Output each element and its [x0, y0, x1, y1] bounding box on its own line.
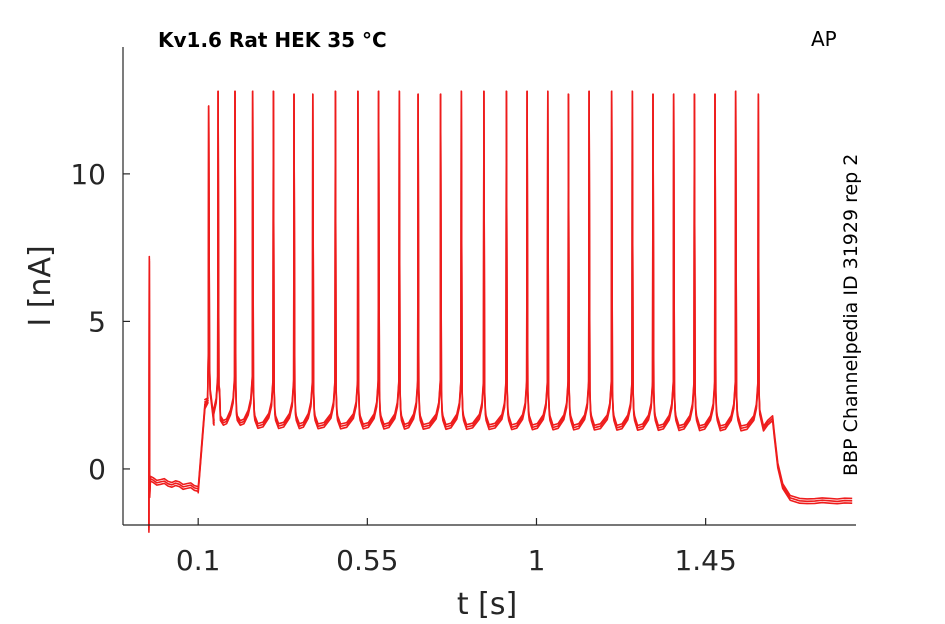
- y-tick-label: 5: [88, 305, 106, 338]
- x-tick-label: 0.1: [176, 544, 221, 577]
- x-tick-label: 1.45: [674, 544, 736, 577]
- y-axis-label: I [nA]: [23, 245, 58, 326]
- y-tick-label: 10: [70, 158, 106, 191]
- current-trace-3: [148, 90, 853, 533]
- x-tick-label: 0.55: [336, 544, 398, 577]
- source-label: BBP Channelpedia ID 31929 rep 2: [840, 154, 862, 476]
- protocol-tag: AP: [811, 27, 837, 51]
- current-trace-2: [148, 90, 853, 531]
- y-tick-label: 0: [88, 453, 106, 486]
- x-axis-label: t [s]: [457, 587, 517, 622]
- current-trace-1: [148, 90, 853, 529]
- x-ticks: 0.1 0.55 1 1.45: [176, 518, 737, 577]
- y-ticks: 0 5 10: [70, 158, 130, 486]
- chart-title: Kv1.6 Rat HEK 35 °C: [158, 28, 387, 52]
- current-traces: [148, 90, 853, 533]
- x-tick-label: 1: [528, 544, 546, 577]
